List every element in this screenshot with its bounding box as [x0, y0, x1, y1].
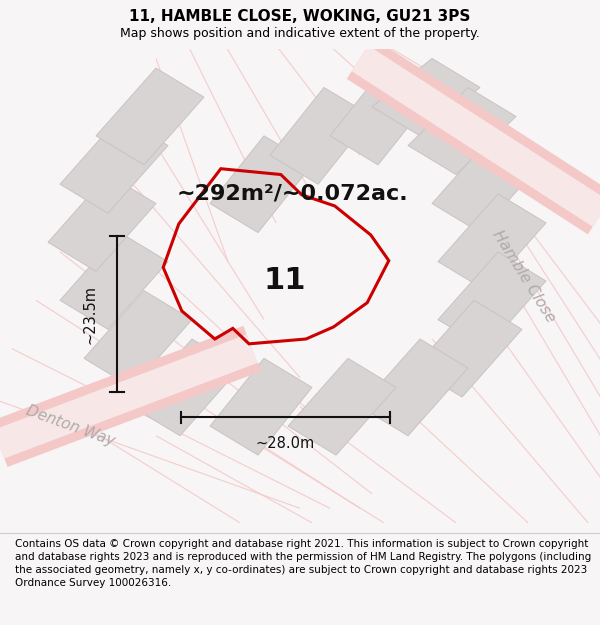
Polygon shape: [330, 68, 432, 165]
Polygon shape: [132, 339, 240, 436]
Text: 11, HAMBLE CLOSE, WOKING, GU21 3PS: 11, HAMBLE CLOSE, WOKING, GU21 3PS: [130, 9, 470, 24]
Polygon shape: [432, 136, 540, 232]
Polygon shape: [408, 88, 516, 174]
Polygon shape: [360, 339, 468, 436]
Polygon shape: [438, 252, 546, 349]
Polygon shape: [96, 68, 204, 165]
Text: ~23.5m: ~23.5m: [83, 285, 98, 344]
Text: Map shows position and indicative extent of the property.: Map shows position and indicative extent…: [120, 27, 480, 40]
Text: ~292m²/~0.072ac.: ~292m²/~0.072ac.: [177, 184, 409, 204]
Polygon shape: [60, 232, 168, 329]
Polygon shape: [84, 291, 192, 388]
Polygon shape: [60, 116, 168, 213]
Polygon shape: [270, 88, 372, 184]
Text: Denton Way: Denton Way: [24, 403, 117, 449]
Polygon shape: [372, 58, 480, 136]
Text: 11: 11: [264, 266, 306, 296]
Polygon shape: [438, 194, 546, 291]
Polygon shape: [210, 136, 312, 232]
Text: Contains OS data © Crown copyright and database right 2021. This information is : Contains OS data © Crown copyright and d…: [15, 539, 591, 588]
Polygon shape: [414, 300, 522, 397]
Polygon shape: [210, 358, 312, 455]
Text: ~28.0m: ~28.0m: [256, 436, 315, 451]
Polygon shape: [48, 174, 156, 271]
Text: Hamble Close: Hamble Close: [489, 228, 557, 325]
Polygon shape: [288, 358, 396, 455]
